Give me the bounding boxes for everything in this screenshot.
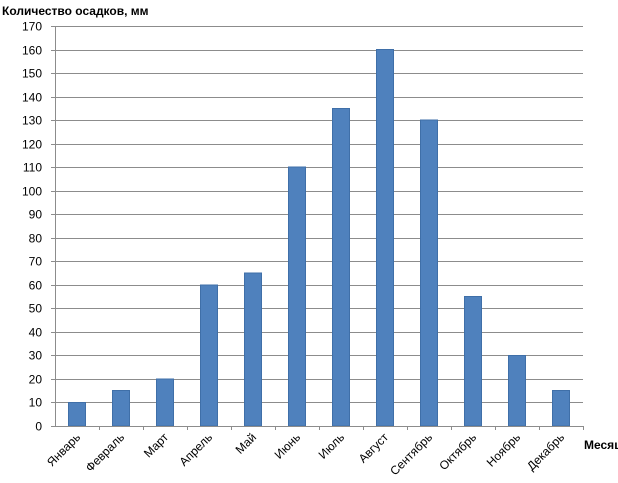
bar xyxy=(244,272,262,427)
bar xyxy=(156,378,174,427)
y-tick-label: 30 xyxy=(29,349,43,363)
bar xyxy=(112,390,130,427)
y-tick-label: 40 xyxy=(29,326,43,340)
x-tick-label: Декабрь xyxy=(524,430,567,473)
x-tick-label: Октябрь xyxy=(436,430,479,473)
x-tick-label: Июль xyxy=(316,430,348,462)
y-tick-label: 140 xyxy=(22,91,42,105)
y-tick-label: 170 xyxy=(22,20,42,34)
x-tick-label: Апрель xyxy=(176,430,215,469)
y-tick-label: 110 xyxy=(23,161,42,175)
y-tick-label: 80 xyxy=(29,232,43,246)
y-tick-label: 160 xyxy=(22,44,42,58)
x-tick-label: Ноябрь xyxy=(484,430,523,469)
x-tick-label: Июнь xyxy=(272,430,303,461)
x-tick-label: Сентябрь xyxy=(387,430,435,478)
bars xyxy=(68,49,570,427)
y-tick-label: 150 xyxy=(22,67,42,81)
bar xyxy=(376,49,394,427)
y-axis-label: Количество осадков, мм xyxy=(2,4,149,18)
y-tick-label: 50 xyxy=(29,302,43,316)
bar xyxy=(288,166,306,427)
bar xyxy=(508,354,526,427)
x-tick-label: Январь xyxy=(44,430,83,469)
gridlines xyxy=(55,26,583,403)
bar xyxy=(552,390,570,427)
x-tick-label: Март xyxy=(141,430,172,461)
y-tick-label: 20 xyxy=(29,373,43,387)
y-tick-label: 70 xyxy=(29,255,43,269)
bar xyxy=(332,107,350,427)
bar xyxy=(200,284,218,427)
y-tick-labels: 0 10 20 30 40 50 60 70 80 90 100 110 120 130 140 150 160… xyxy=(22,20,42,434)
y-tick-label: 90 xyxy=(29,208,43,222)
x-tick-labels: Январь Февраль Март Апрель Май Июнь Июль Август… xyxy=(44,430,567,478)
y-tick-label: 60 xyxy=(29,279,43,293)
x-tick-label: Февраль xyxy=(83,430,127,474)
axes xyxy=(51,26,584,430)
bar xyxy=(464,296,482,427)
y-tick-label: 130 xyxy=(22,114,42,128)
bar xyxy=(420,119,438,427)
y-tick-label: 100 xyxy=(22,185,42,199)
y-tick-label: 0 xyxy=(35,420,42,434)
y-tick-label: 10 xyxy=(29,396,43,410)
y-tick-label: 120 xyxy=(22,138,42,152)
x-axis-label: Месяц xyxy=(584,438,618,452)
x-tick-label: Август xyxy=(356,430,392,466)
x-tick-label: Май xyxy=(233,430,260,457)
bar xyxy=(68,402,86,427)
